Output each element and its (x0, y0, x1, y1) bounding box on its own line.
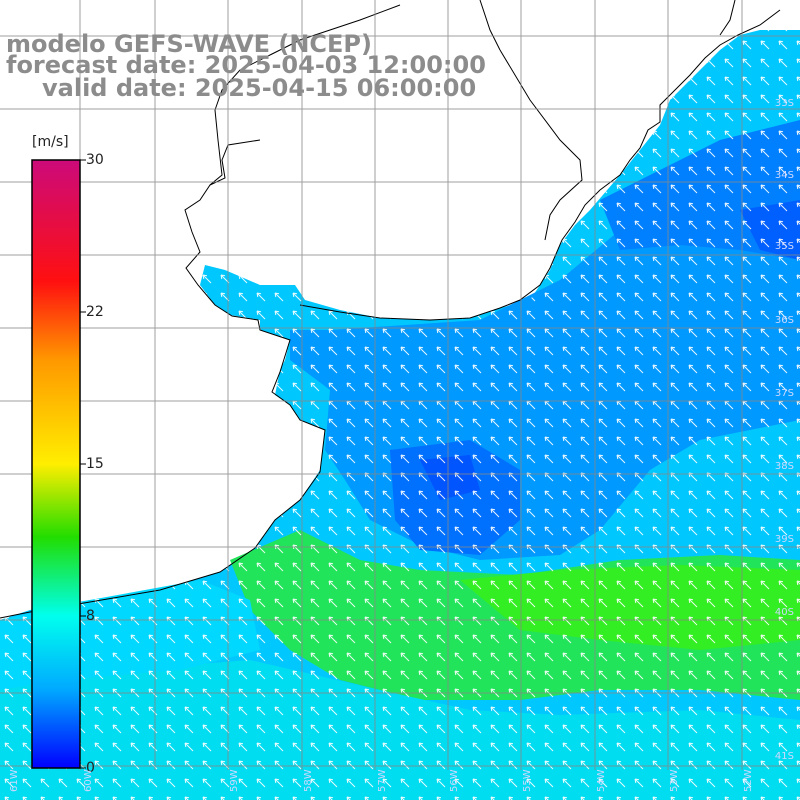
colorbar-tick-15: 15 (86, 456, 104, 472)
ocean-field (0, 30, 800, 800)
coastline (0, 0, 781, 619)
lon-label-55w: 55W (522, 769, 533, 792)
valid-date: valid date: 2025-04-15 06:00:00 (42, 74, 477, 102)
colorbar-unit: [m/s] (32, 134, 69, 150)
lon-label-52w: 52W (743, 769, 754, 792)
lon-label-58w: 58W (303, 769, 314, 792)
lon-label-61w: 61W (9, 769, 20, 792)
lon-label-54w: 54W (596, 769, 607, 792)
colorbar-tick-30: 30 (86, 152, 104, 168)
colorbar-tick-0: 0 (86, 760, 95, 776)
lat-label-37s: 37S (774, 388, 794, 399)
lat-label-33s: 33S (774, 98, 794, 109)
forecast-date: forecast date: 2025-04-03 12:00:00 (6, 51, 486, 79)
lat-label-38s: 38S (774, 461, 794, 472)
colorbar-tick-22: 22 (86, 304, 104, 320)
colorbar-tick-8: 8 (86, 608, 95, 624)
lon-label-60w: 60W (83, 769, 94, 792)
lat-label-41s: 41S (774, 751, 794, 762)
graticule (0, 0, 800, 770)
lat-label-36s: 36S (774, 315, 794, 326)
colorbar (31, 159, 86, 769)
lon-label-53w: 53W (669, 769, 680, 792)
lat-label-34s-a: 34S (774, 170, 794, 181)
lat-label-40s: 40S (774, 607, 794, 618)
model-title: modelo GEFS-WAVE (NCEP) (6, 30, 372, 58)
lat-label-39s: 39S (774, 534, 794, 545)
lon-label-59w: 59W (229, 769, 240, 792)
lat-label-35s: 35S (774, 241, 794, 252)
lon-label-57w: 57W (377, 769, 388, 792)
lon-label-56w: 56W (449, 769, 460, 792)
